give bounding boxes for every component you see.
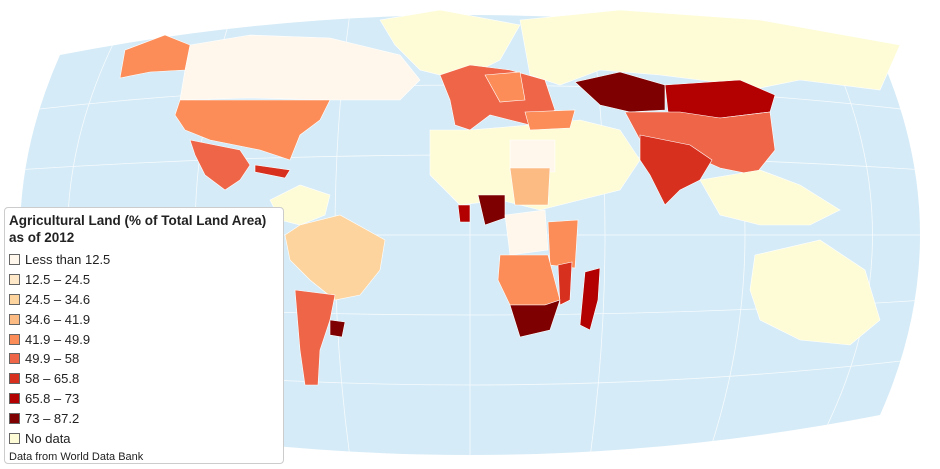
country [509, 139, 556, 173]
legend-swatch [9, 373, 20, 385]
legend-swatch [9, 412, 20, 424]
legend-swatch [9, 313, 20, 325]
legend: Agricultural Land (% of Total Land Area)… [4, 207, 284, 464]
country [547, 219, 579, 269]
legend-label: No data [25, 430, 71, 446]
legend-label: 58 – 65.8 [25, 371, 80, 387]
country [329, 319, 346, 338]
source-note: Data from World Data Bank [9, 450, 144, 463]
legend-label: 34.6 – 41.9 [25, 311, 91, 327]
legend-swatch [9, 392, 20, 404]
country [579, 267, 601, 331]
country [294, 289, 336, 386]
country [749, 239, 881, 346]
country [477, 194, 506, 226]
legend-item: No data [9, 428, 279, 448]
legend-swatch [9, 274, 20, 286]
country [174, 99, 331, 161]
country [484, 71, 526, 103]
legend-item: 41.9 – 49.9 [9, 329, 279, 349]
legend-swatch [9, 432, 20, 444]
legend-item: 58 – 65.8 [9, 369, 279, 389]
country [574, 71, 666, 113]
legend-swatch [9, 254, 20, 266]
legend-title-line: Agricultural Land (% of Total Land Area) [9, 213, 267, 228]
legend-label: 24.5 – 34.6 [25, 291, 91, 307]
country [284, 214, 386, 301]
country [524, 109, 576, 131]
legend-item: 73 – 87.2 [9, 408, 279, 428]
country [504, 209, 549, 256]
legend-swatch [9, 333, 20, 345]
legend-item: 49.9 – 58 [9, 349, 279, 369]
country [254, 164, 291, 179]
legend-label: 65.8 – 73 [25, 390, 80, 406]
country [699, 169, 841, 226]
countries [119, 9, 901, 386]
country [509, 167, 551, 206]
country [189, 139, 251, 191]
country [639, 134, 713, 206]
legend-title-line: as of 2012 [9, 230, 75, 245]
country [557, 261, 573, 306]
legend-label: Less than 12.5 [25, 252, 111, 268]
legend-label: 73 – 87.2 [25, 410, 80, 426]
legend-title: Agricultural Land (% of Total Land Area)… [9, 212, 279, 246]
legend-item: 12.5 – 24.5 [9, 270, 279, 290]
legend-items: Less than 12.5 12.5 – 24.5 24.5 – 34.6 34.6… [9, 250, 279, 448]
legend-item: 34.6 – 41.9 [9, 309, 279, 329]
legend-label: 12.5 – 24.5 [25, 272, 91, 288]
country [119, 34, 191, 79]
country [519, 9, 901, 91]
legend-item: Less than 12.5 [9, 250, 279, 270]
legend-item: 65.8 – 73 [9, 389, 279, 409]
legend-label: 41.9 – 49.9 [25, 331, 91, 347]
legend-label: 49.9 – 58 [25, 351, 80, 367]
country [457, 204, 471, 223]
legend-item: 24.5 – 34.6 [9, 290, 279, 310]
country [509, 299, 561, 338]
legend-swatch [9, 353, 20, 365]
country [179, 34, 421, 101]
legend-swatch [9, 293, 20, 305]
